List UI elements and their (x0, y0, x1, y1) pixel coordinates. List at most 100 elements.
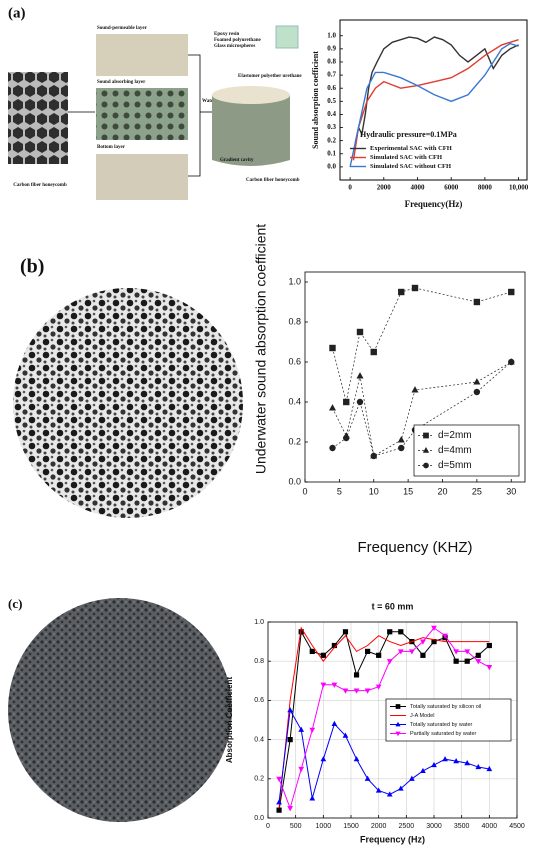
data-point (398, 629, 404, 635)
data-point (387, 629, 393, 635)
data-point (453, 758, 459, 764)
data-point (475, 659, 482, 665)
data-point (397, 785, 404, 791)
data-point (486, 765, 493, 772)
plot-frame (339, 19, 528, 181)
connector (188, 54, 201, 177)
x-axis-label: Frequency(Hz) (405, 199, 463, 209)
x-tick-label: 2000 (371, 823, 387, 830)
y-tick-label: 0.0 (254, 815, 264, 822)
diagram-label: Foamed polyurethane (214, 38, 261, 43)
y-tick-label: 0.6 (254, 697, 264, 704)
legend-label: Partially saturated by water (410, 731, 477, 737)
y-tick-label: 0.8 (288, 316, 301, 326)
data-point (397, 649, 404, 655)
y-tick-label: 0.6 (288, 356, 301, 366)
diagram-label: Glass microspheres (214, 44, 255, 49)
data-point (356, 398, 364, 406)
data-point (431, 625, 437, 631)
data-point (331, 642, 337, 649)
data-point (343, 398, 350, 406)
data-point (473, 298, 481, 306)
data-point (420, 652, 426, 658)
y-tick-label: 0.5 (327, 97, 336, 105)
data-point (453, 649, 459, 655)
data-point (276, 776, 282, 782)
data-point (386, 791, 393, 797)
data-point (298, 726, 305, 732)
data-point (287, 707, 293, 713)
cylinder-image (212, 95, 290, 166)
data-point (398, 288, 405, 296)
data-point (475, 652, 481, 658)
legend-marker (395, 731, 401, 737)
layer-image (96, 34, 188, 76)
x-tick-label: 2000 (377, 184, 392, 192)
x-tick-label: 20 (437, 486, 447, 496)
data-point (486, 642, 492, 649)
data-point (331, 720, 338, 726)
data-point (364, 688, 371, 694)
data-point (298, 629, 304, 635)
legend-label: Simulated SAC with CFH (370, 154, 442, 161)
data-point (320, 682, 327, 688)
data-point (464, 760, 471, 766)
annotation: Hydraulic pressure=0.1MPa (360, 130, 457, 139)
data-point (287, 737, 293, 743)
data-point (356, 328, 364, 336)
data-point (365, 648, 371, 654)
x-tick-label: 30 (506, 486, 516, 496)
x-tick-label: 1500 (343, 823, 359, 830)
legend-label: d=5mm (438, 460, 472, 471)
diagram-label: Carbon fiber honeycomb (246, 178, 300, 183)
x-tick-label: 2500 (399, 823, 415, 830)
data-point (453, 658, 459, 664)
data-point (420, 767, 426, 774)
data-point (343, 434, 350, 442)
x-axis-label: Frequency (KHZ) (357, 539, 472, 556)
x-tick-label: 4000 (410, 184, 425, 192)
data-point (320, 652, 326, 658)
data-point (442, 756, 448, 762)
series-line (332, 361, 512, 457)
chart-title: t = 60 mm (372, 601, 414, 611)
data-point (411, 386, 419, 393)
data-point (398, 444, 405, 452)
data-point (370, 348, 377, 356)
x-tick-label: 0 (266, 823, 270, 830)
y-tick-label: 0.0 (327, 162, 336, 170)
x-tick-label: 15 (403, 486, 413, 496)
layer-image (96, 88, 188, 140)
data-point (431, 761, 437, 768)
x-tick-label: 6000 (444, 184, 459, 192)
panel-label: (c) (8, 596, 22, 611)
legend-marker (423, 432, 429, 439)
x-tick-label: 25 (472, 486, 482, 496)
panel-label: (a) (8, 5, 26, 21)
diagram-label: Epoxy resin (214, 32, 240, 37)
data-point (309, 795, 316, 801)
data-point (353, 756, 360, 762)
layer-image (96, 154, 188, 200)
material-image (275, 25, 299, 49)
legend-marker (395, 704, 401, 709)
series-line (349, 42, 519, 168)
data-point (342, 688, 349, 694)
y-tick-label: 0.2 (327, 136, 336, 144)
y-tick-label: 0.2 (254, 776, 264, 783)
diagram-label: Bottom layer (97, 145, 126, 150)
cylinder-top (212, 86, 290, 104)
data-point (442, 633, 448, 639)
diagram-label: Carbon fiber honeycomb (13, 183, 67, 188)
series-line (352, 39, 519, 161)
x-tick-label: 3000 (426, 823, 442, 830)
diagram-label: Elastomer polyether urethane (238, 74, 302, 79)
data-point (276, 807, 282, 813)
y-tick-label: 0.0 (288, 476, 301, 486)
y-axis-label: Absorption Coefficient (225, 677, 234, 764)
data-point (329, 444, 336, 452)
y-tick-label: 1.0 (254, 619, 264, 626)
legend-label: d=2mm (438, 430, 472, 441)
data-point (364, 775, 371, 781)
data-point (508, 288, 515, 296)
